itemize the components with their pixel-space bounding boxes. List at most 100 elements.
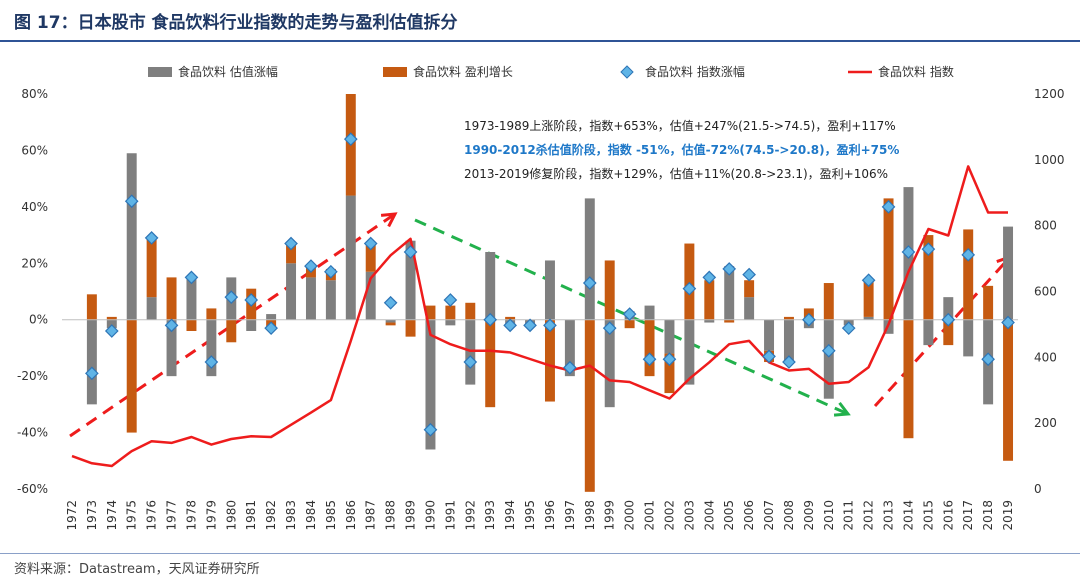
x-tick-label: 1976 <box>145 500 159 531</box>
earnings-bar <box>126 319 137 433</box>
right-axis: 1200 1000 800 600 400 200 0 <box>1034 87 1065 496</box>
index-change-marker <box>841 321 856 336</box>
x-tick-label: 1996 <box>543 500 557 531</box>
earnings-bar <box>1003 319 1014 461</box>
legend-label: 食品饮料 指数 <box>878 64 954 79</box>
left-tick-label: -60% <box>17 482 48 496</box>
right-tick-label: 1200 <box>1034 87 1065 101</box>
legend-swatch-earnings <box>383 67 407 77</box>
index-change-marker <box>503 318 517 333</box>
valuation-bar <box>544 260 555 320</box>
valuation-bar <box>325 280 336 320</box>
index-change-marker <box>244 293 259 307</box>
valuation-bar <box>445 319 456 326</box>
x-tick-label: 1974 <box>105 500 119 531</box>
earnings-bar <box>903 319 914 439</box>
index-change-marker <box>85 366 99 381</box>
valuation-bar <box>963 319 974 357</box>
x-tick-label: 1998 <box>583 500 597 531</box>
trend-arrows <box>69 212 1013 438</box>
annotation-text: 1973-1989上涨阶段，指数+653%，估值+247%(21.5->74.5… <box>464 118 896 133</box>
valuation-bar <box>266 314 277 320</box>
valuation-bar <box>764 319 775 351</box>
left-tick-label: 40% <box>21 200 48 214</box>
valuation-bar <box>1003 226 1014 320</box>
valuation-bar <box>365 271 376 320</box>
valuation-bar <box>166 319 177 377</box>
x-tick-label: 1988 <box>384 500 398 531</box>
valuation-bar <box>564 319 575 377</box>
x-tick-label: 1997 <box>563 500 577 531</box>
x-tick-label: 2006 <box>742 500 756 531</box>
index-change-marker <box>124 194 139 209</box>
earnings-bar <box>704 280 715 320</box>
earnings-bar <box>604 260 615 320</box>
index-change-marker <box>184 270 199 285</box>
right-tick-label: 0 <box>1034 482 1042 496</box>
valuation-bar <box>465 319 476 385</box>
x-tick-label: 1986 <box>344 500 358 531</box>
x-tick-label: 2016 <box>941 500 955 531</box>
earnings-bar <box>505 316 516 320</box>
x-tick-label: 1990 <box>423 500 437 531</box>
index-change-marker <box>602 321 617 336</box>
index-change-marker <box>204 355 219 369</box>
annotation-text: 1990-2012杀估值阶段，指数 -51%，估值-72%(74.5->20.8… <box>464 142 899 157</box>
earnings-bar <box>106 316 117 320</box>
earnings-bar <box>644 319 655 377</box>
x-tick-label: 2005 <box>722 500 736 531</box>
x-tick-label: 2014 <box>901 500 915 531</box>
earnings-bar <box>226 319 237 343</box>
chart-title: 图 17：日本股市 食品饮料行业指数的走势与盈利估值拆分 <box>14 13 458 33</box>
valuation-bar <box>126 153 137 320</box>
index-change-marker <box>861 273 876 288</box>
valuation-bar <box>604 319 615 408</box>
valuation-bar <box>923 319 934 346</box>
x-tick-label: 2002 <box>662 500 676 531</box>
earnings-bar <box>963 229 974 320</box>
earnings-bar <box>883 198 894 320</box>
earnings-bar <box>823 283 834 320</box>
earnings-bar <box>664 353 675 394</box>
index-change-marker <box>702 270 717 285</box>
earnings-bar <box>385 322 396 326</box>
x-axis: 1972 1973 1974 1975 1976 1977 1978 1979 1980 1981… <box>65 500 1015 531</box>
footer-rule <box>0 553 1080 554</box>
x-tick-label: 1981 <box>244 500 258 531</box>
x-tick-label: 1987 <box>364 500 378 531</box>
valuation-bar <box>405 240 416 320</box>
x-tick-label: 1995 <box>523 500 537 531</box>
source-note: 资料来源：Datastream，天风证券研究所 <box>14 562 260 577</box>
x-tick-label: 1978 <box>184 500 198 531</box>
valuation-bar <box>783 319 794 363</box>
earnings-bar <box>405 319 416 337</box>
index-change-marker <box>921 242 936 257</box>
index-line <box>71 165 1008 468</box>
earnings-bar <box>983 285 994 320</box>
index-change-marker <box>284 236 298 251</box>
index-change-marker <box>423 422 438 437</box>
earnings-bar <box>744 280 755 298</box>
valuation-bar <box>86 319 97 405</box>
x-tick-label: 1973 <box>85 500 99 531</box>
x-tick-label: 2000 <box>623 500 637 531</box>
earnings-bar <box>445 305 456 320</box>
index-change-marker <box>742 267 756 282</box>
x-tick-label: 1975 <box>125 500 139 531</box>
valuation-bar <box>863 316 874 320</box>
x-tick-label: 1989 <box>404 500 418 531</box>
left-tick-label: 0% <box>29 313 48 327</box>
valuation-bar <box>246 319 257 331</box>
x-tick-label: 1983 <box>284 500 298 531</box>
valuation-bar <box>684 319 695 385</box>
earnings-bar <box>146 237 157 298</box>
x-tick-label: 1993 <box>483 500 497 531</box>
x-tick-label: 1991 <box>443 500 457 531</box>
legend: 食品饮料 估值涨幅 食品饮料 盈利增长 食品饮料 指数涨幅 食品饮料 指数 <box>148 64 954 79</box>
title-rule <box>0 40 1080 42</box>
index-change-marker <box>403 245 418 259</box>
index-change-marker <box>821 343 836 358</box>
earnings-bar <box>863 280 874 317</box>
index-change-marker <box>363 236 378 251</box>
earnings-bar <box>783 316 794 320</box>
